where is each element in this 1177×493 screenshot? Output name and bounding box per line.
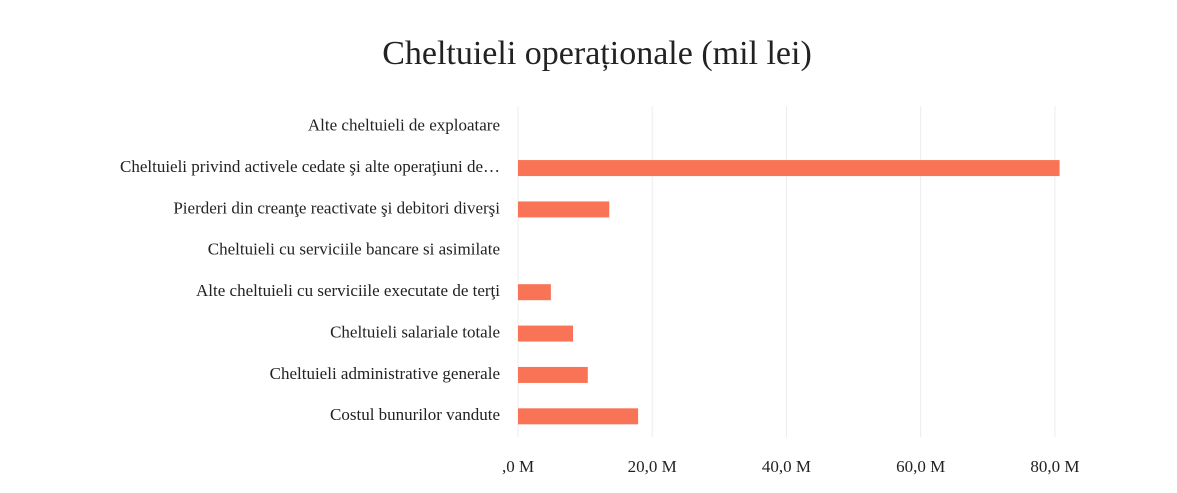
- y-tick-label: Costul bunurilor vandute: [330, 405, 500, 424]
- bar: [518, 325, 574, 342]
- y-tick-label: Alte cheltuieli cu serviciile executate …: [196, 281, 500, 300]
- x-tick-label: 80,0 M: [1030, 457, 1079, 476]
- y-tick-label: Cheltuieli cu serviciile bancare si asim…: [208, 240, 500, 259]
- y-tick-label: Cheltuieli administrative generale: [270, 364, 500, 383]
- y-tick-label: Cheltuieli salariale totale: [330, 322, 500, 341]
- y-tick-label: Pierderi din creanţe reactivate şi debit…: [173, 198, 500, 217]
- chart-title: Cheltuieli operaționale (mil lei): [382, 35, 812, 72]
- bar: [518, 366, 588, 383]
- bar: [518, 284, 551, 301]
- x-tick-label: 60,0 M: [896, 457, 945, 476]
- bar: [518, 408, 639, 425]
- bar: [518, 201, 610, 218]
- y-tick-label: Cheltuieli privind activele cedate şi al…: [120, 157, 500, 176]
- y-tick-label: Alte cheltuieli de exploatare: [308, 116, 500, 135]
- x-tick-label: 40,0 M: [762, 457, 811, 476]
- x-tick-label: ,0 M: [502, 457, 534, 476]
- x-tick-label: 20,0 M: [628, 457, 677, 476]
- bar: [518, 160, 1060, 177]
